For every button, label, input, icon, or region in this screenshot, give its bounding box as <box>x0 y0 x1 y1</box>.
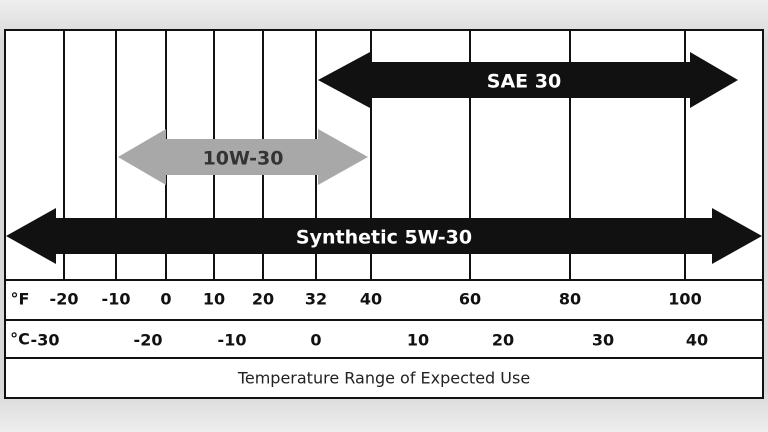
f-tick-label: 60 <box>459 290 481 309</box>
arrow-label: Synthetic 5W-30 <box>296 227 472 249</box>
f-tick-label: -20 <box>50 290 79 309</box>
arrow-label: SAE 30 <box>487 71 561 93</box>
unit-label: °C <box>10 330 30 349</box>
footer: Temperature Range of Expected Use <box>237 369 530 388</box>
c-tick-label: 20 <box>492 331 514 350</box>
f-tick-label: -10 <box>102 290 131 309</box>
c-tick-label: -20 <box>134 331 163 350</box>
f-tick-label: 0 <box>160 290 171 309</box>
arrow <box>318 52 738 108</box>
c-tick-label: -30 <box>31 331 60 350</box>
f-tick-label: 80 <box>559 290 581 309</box>
c-tick-label: 10 <box>407 331 429 350</box>
f-tick-label: 32 <box>305 290 327 309</box>
c-tick-label: 30 <box>592 331 614 350</box>
c-tick-label: 0 <box>310 331 321 350</box>
unit-label: °F <box>11 290 30 309</box>
c-tick-label: -10 <box>218 331 247 350</box>
f-tick-label: 40 <box>360 290 382 309</box>
f-tick-label: 10 <box>203 290 225 309</box>
arrow-label: 10W-30 <box>203 148 284 170</box>
f-tick-label: 20 <box>252 290 274 309</box>
arrow <box>118 129 368 185</box>
arrow <box>6 208 762 264</box>
f-tick-label: 100 <box>668 290 701 309</box>
c-tick-label: 40 <box>686 331 708 350</box>
